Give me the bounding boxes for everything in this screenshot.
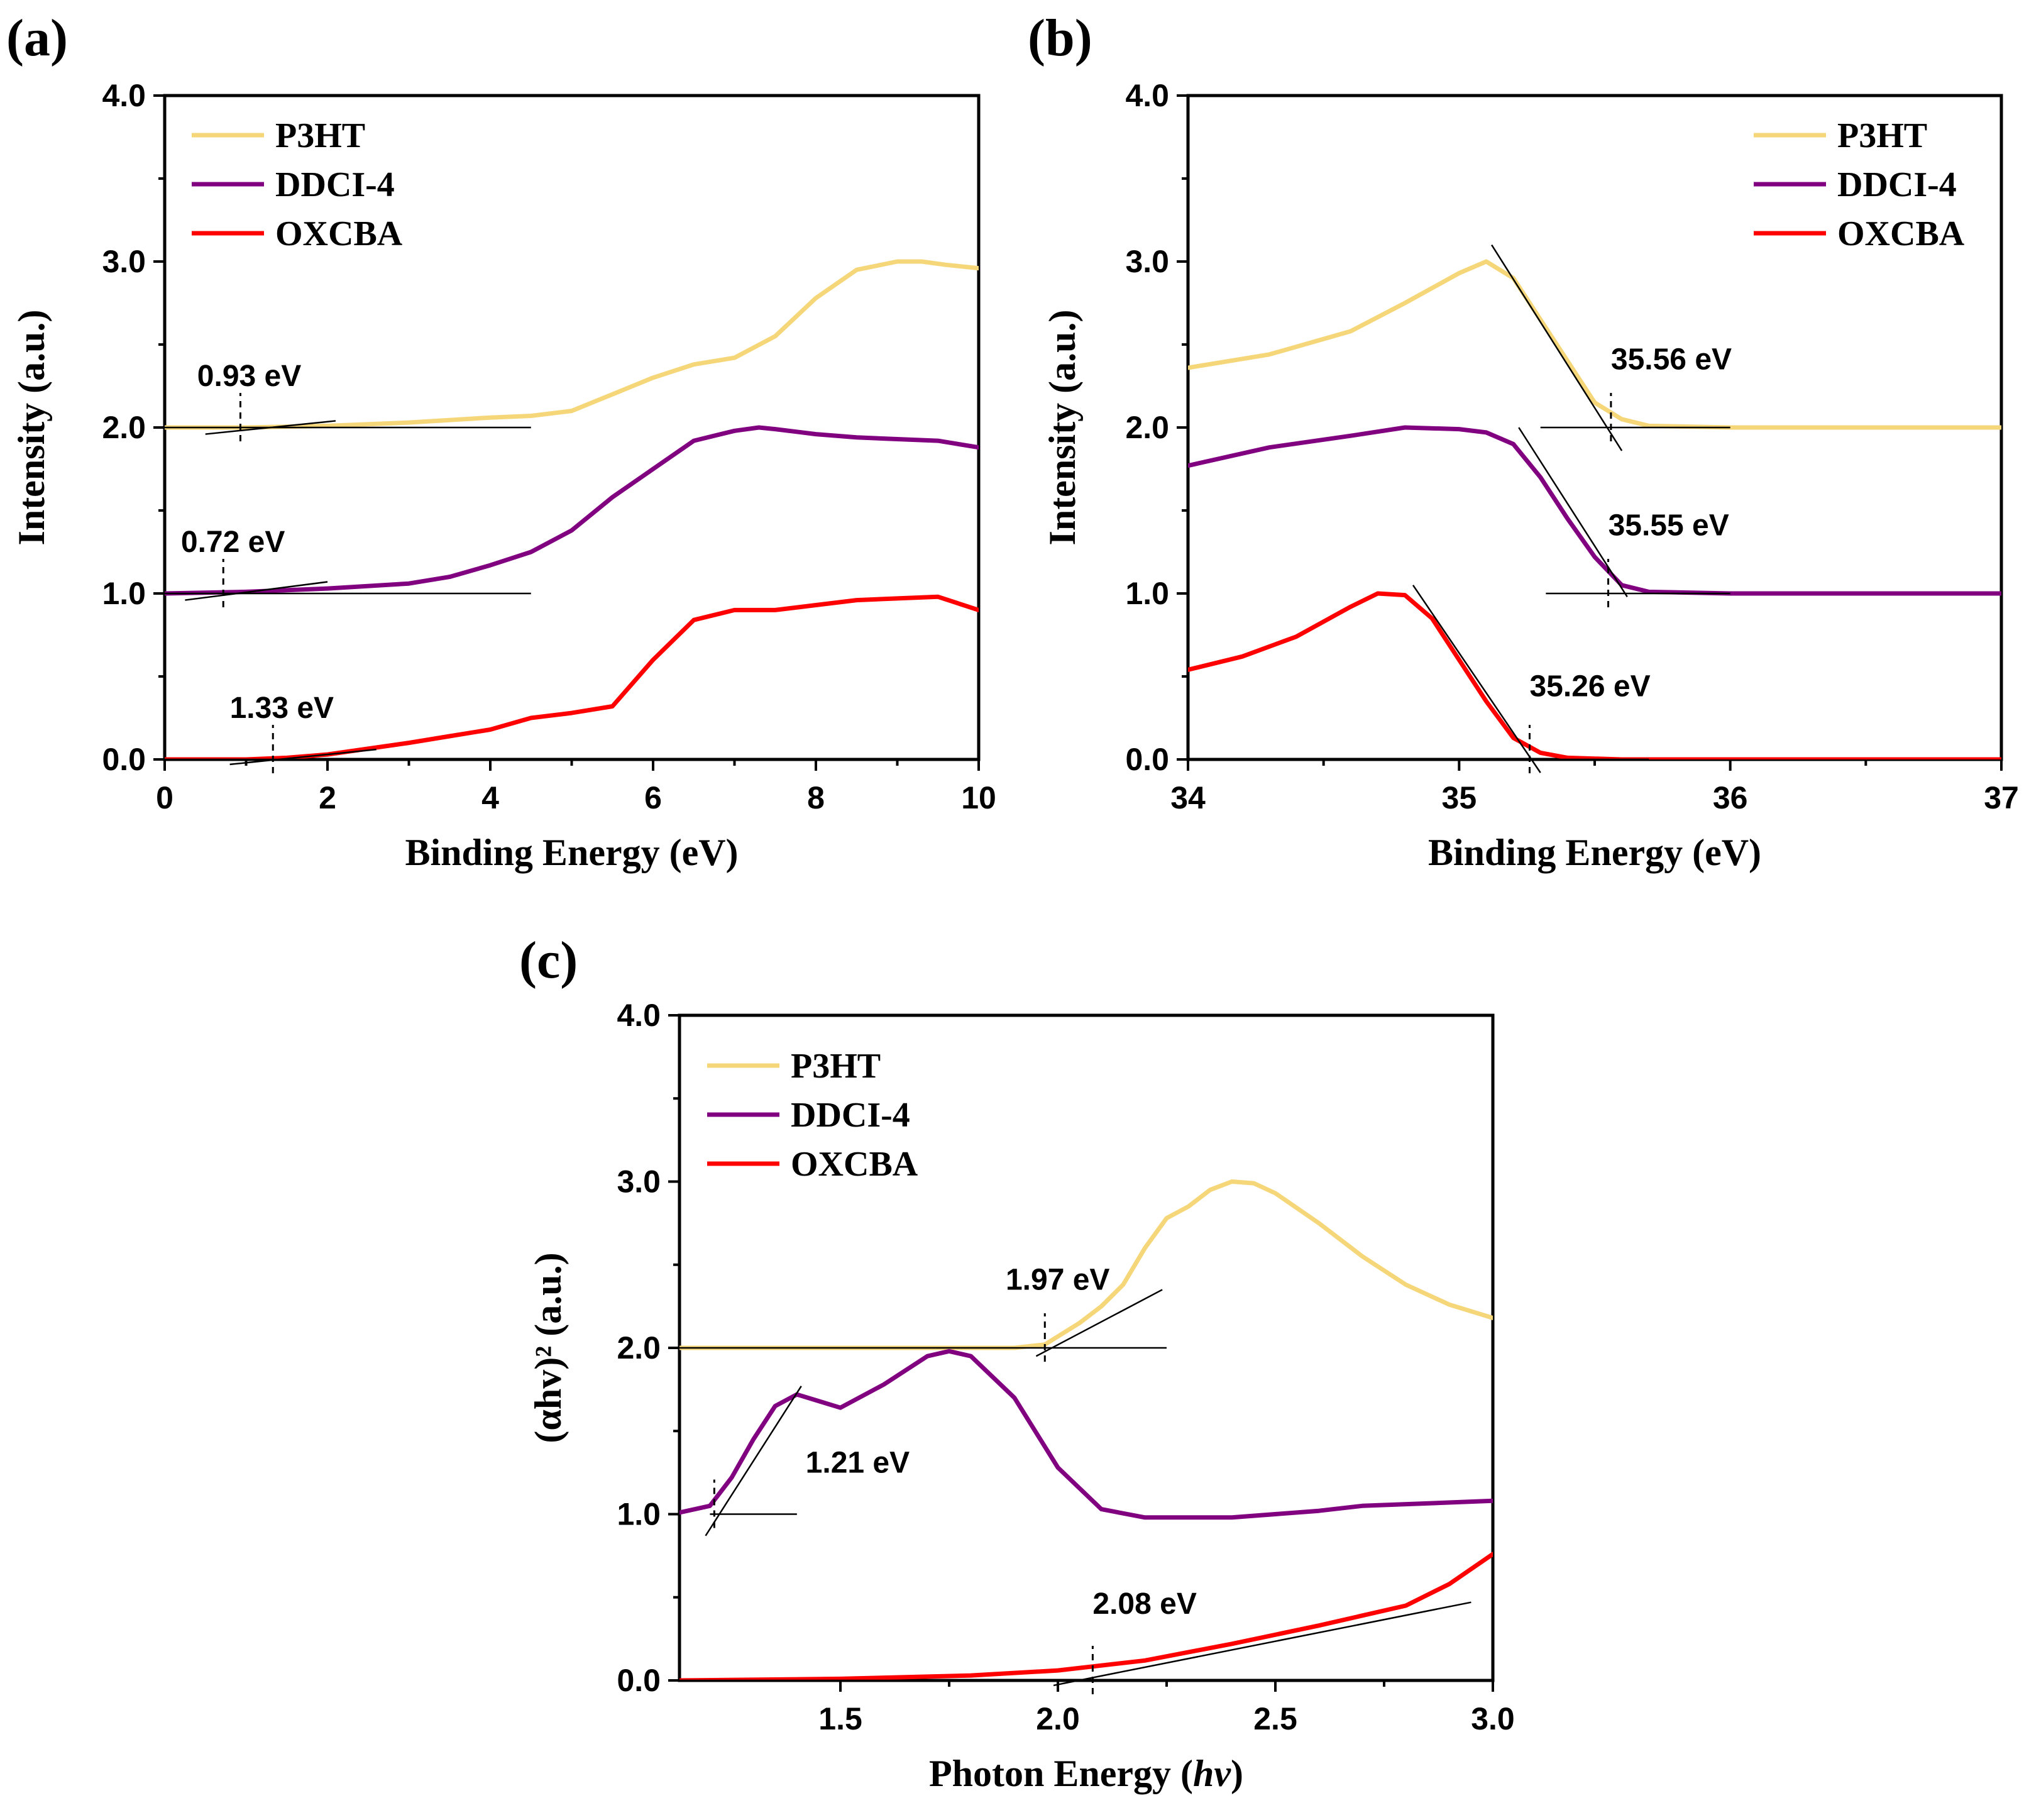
- y-tick-label: 0.0: [102, 742, 146, 777]
- x-tick-label: 2.5: [1253, 1701, 1297, 1736]
- series-group: [1188, 259, 2001, 759]
- panel-label: (b): [1028, 9, 1092, 67]
- tangent-fit-line: [185, 581, 328, 601]
- series-line-ddci-4: [1188, 425, 2001, 596]
- legend-label: OXCBA: [1837, 214, 1965, 253]
- y-tick-label: 2.0: [617, 1330, 661, 1365]
- onset-annotation: 1.21 eV: [806, 1446, 910, 1479]
- x-tick-label: 2.0: [1036, 1701, 1080, 1736]
- tangent-fit-line: [705, 1386, 802, 1536]
- panel-label: (a): [6, 9, 68, 67]
- y-axis-title: Intensity (a.u.): [11, 309, 52, 545]
- onset-annotation: 0.72 eV: [181, 526, 285, 559]
- onset-annotation: 35.55 eV: [1609, 509, 1729, 543]
- tangent-fit-line: [229, 748, 377, 766]
- series-line-ddci-4: [165, 425, 979, 596]
- y-tick-label: 2.0: [102, 410, 146, 445]
- y-tick-label: 3.0: [102, 244, 146, 279]
- legend-label: P3HT: [275, 116, 365, 155]
- x-tick-label: 35: [1442, 780, 1477, 815]
- tangent-fit-line: [1412, 585, 1541, 773]
- y-tick-label: 4.0: [1125, 78, 1169, 113]
- legend-label: DDCI-4: [791, 1096, 910, 1135]
- x-tick-label: 8: [807, 780, 825, 815]
- y-axis-title: (αhv)² (a.u.): [527, 1252, 569, 1443]
- x-tick-label: 37: [1984, 780, 2019, 815]
- legend-label: DDCI-4: [1837, 165, 1957, 204]
- tangent-fit-line: [1035, 1289, 1163, 1357]
- x-tick-label: 2: [319, 780, 336, 815]
- series-line-oxcba: [679, 1552, 1493, 1680]
- onset-annotation: 35.26 eV: [1529, 670, 1650, 703]
- legend-label: OXCBA: [275, 214, 403, 253]
- chart-panel-0: (a) 0 2 4 6 8 10 0.0 1.0 2.0 3.0 4.0 Binding Energy …: [6, 9, 996, 873]
- y-tick-label: 4.0: [617, 998, 661, 1033]
- onset-annotation: 2.08 eV: [1092, 1587, 1196, 1621]
- tangent-fit-line: [1053, 1601, 1471, 1687]
- tangent-fit-line: [205, 420, 336, 435]
- y-tick-label: 0.0: [617, 1663, 661, 1698]
- legend-label: P3HT: [1837, 116, 1927, 155]
- legend-label: P3HT: [791, 1047, 881, 1086]
- series-line-oxcba: [1188, 591, 2001, 759]
- chart-panel-1: (b) 34 35 36 37 0.0 1.0 2.0 3.0 4.0 Binding Energy…: [1028, 9, 2019, 873]
- tangent-fit-line: [1491, 244, 1623, 451]
- y-tick-label: 3.0: [617, 1164, 661, 1200]
- x-axis-title: Binding Energy (eV): [1428, 832, 1761, 873]
- onset-annotation: 1.97 eV: [1006, 1263, 1109, 1296]
- y-tick-label: 0.0: [1125, 742, 1169, 777]
- legend-label: OXCBA: [791, 1145, 918, 1184]
- y-tick-label: 4.0: [102, 78, 146, 113]
- x-axis-title: Photon Energy (hv): [929, 1753, 1243, 1794]
- chart-panel-2: (c) 1.5 2.0 2.5 3.0 0.0 1.0 2.0 3.0 4.0 Photon Ene…: [519, 931, 1515, 1794]
- x-tick-label: 34: [1170, 780, 1206, 815]
- y-axis-title: Intensity (a.u.): [1042, 309, 1083, 545]
- panel-label: (c): [519, 931, 578, 990]
- x-tick-label: 3.0: [1471, 1701, 1515, 1736]
- y-tick-label: 1.0: [1125, 576, 1169, 611]
- series-line-p3ht: [1188, 259, 2001, 430]
- legend: P3HT DDCI-4 OXCBA: [707, 1047, 918, 1184]
- legend-label: DDCI-4: [275, 165, 395, 204]
- x-tick-label: 1.5: [818, 1701, 862, 1736]
- x-axis-title: Binding Energy (eV): [405, 832, 738, 873]
- y-tick-label: 1.0: [617, 1497, 661, 1532]
- x-tick-label: 36: [1713, 780, 1748, 815]
- series-line-ddci-4: [679, 1348, 1493, 1520]
- series-line-p3ht: [165, 259, 979, 430]
- x-tick-label: 6: [644, 780, 662, 815]
- y-tick-label: 3.0: [1125, 244, 1169, 279]
- x-tick-label: 4: [481, 780, 499, 815]
- x-tick-label: 0: [156, 780, 173, 815]
- y-tick-label: 2.0: [1125, 410, 1169, 445]
- onset-annotation: 1.33 eV: [230, 692, 334, 725]
- y-tick-label: 1.0: [102, 576, 146, 611]
- legend: P3HT DDCI-4 OXCBA: [192, 116, 403, 253]
- legend: P3HT DDCI-4 OXCBA: [1754, 116, 1965, 253]
- onset-annotation: 0.93 eV: [197, 360, 301, 393]
- x-tick-label: 10: [961, 780, 996, 815]
- onset-annotation: 35.56 eV: [1611, 343, 1732, 377]
